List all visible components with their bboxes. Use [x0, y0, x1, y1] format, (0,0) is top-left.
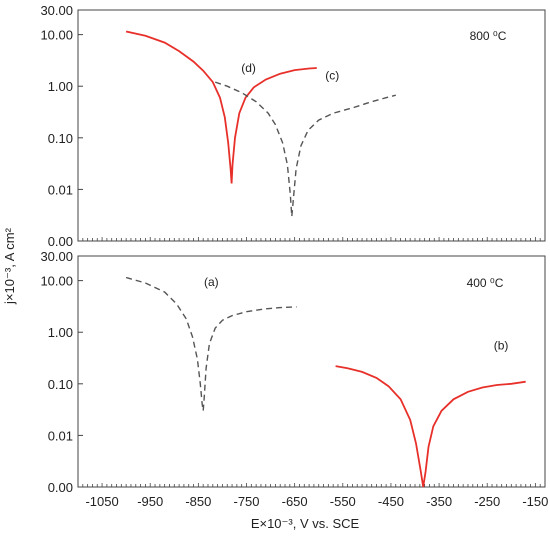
y-tick-label: 0.10: [48, 131, 73, 146]
y-tick-label: 0.00: [48, 480, 73, 495]
x-tick-label: -650: [282, 494, 308, 509]
y-tick-label: 1.00: [48, 325, 73, 340]
panel-800c: 30.00 10.00 1.00 0.10 0.01 0.00 800 ⁰C (d) (c): [40, 3, 546, 249]
x-tick-label: -550: [330, 494, 356, 509]
x-tick-label: -150: [522, 494, 548, 509]
series-line-d: [125, 30, 317, 184]
y-tick-label: 0.01: [48, 428, 73, 443]
x-tick-label: -950: [137, 494, 163, 509]
y-tick-label: 30.00: [40, 3, 73, 18]
series-label-b: (b): [494, 338, 509, 352]
x-tick-label: -850: [185, 494, 211, 509]
temperature-label: 400 ⁰C: [467, 276, 504, 290]
x-tick-label: -450: [378, 494, 404, 509]
y-tick-label: 10.00: [40, 274, 73, 289]
series-line-c: [214, 81, 396, 217]
y-tick-label: 0.00: [48, 234, 73, 249]
y-tick-label: 0.01: [48, 182, 73, 197]
x-tick-labels: -1050 -950 -850 -750 -650 -550 -450 -350 -250 -15…: [85, 494, 548, 509]
x-tick-label: -750: [233, 494, 259, 509]
y-tick-label: 10.00: [40, 28, 73, 43]
temperature-label: 800 ⁰C: [470, 29, 507, 43]
series-label-d: (d): [241, 61, 256, 75]
y-tick-label: 30.00: [40, 249, 73, 264]
series-label-a: (a): [204, 275, 219, 289]
y-tick-label: 0.10: [48, 377, 73, 392]
x-axis-title: E×10⁻³, V vs. SCE: [251, 516, 360, 531]
x-tick-label: -1050: [85, 494, 118, 509]
x-tick-label: -350: [426, 494, 452, 509]
panel-400c: 30.00 10.00 1.00 0.10 0.01 0.00 400 ⁰C (a) (b): [40, 249, 546, 495]
y-tick-label: 1.00: [48, 79, 73, 94]
series-label-c: (c): [325, 68, 339, 82]
plot-frame: [77, 9, 546, 242]
x-tick-label: -250: [474, 494, 500, 509]
plot-frame: [77, 255, 546, 488]
y-axis-title: j×10⁻³, A cm²: [2, 227, 17, 305]
series-line-a: [125, 276, 297, 411]
series-line-b: [335, 365, 526, 488]
